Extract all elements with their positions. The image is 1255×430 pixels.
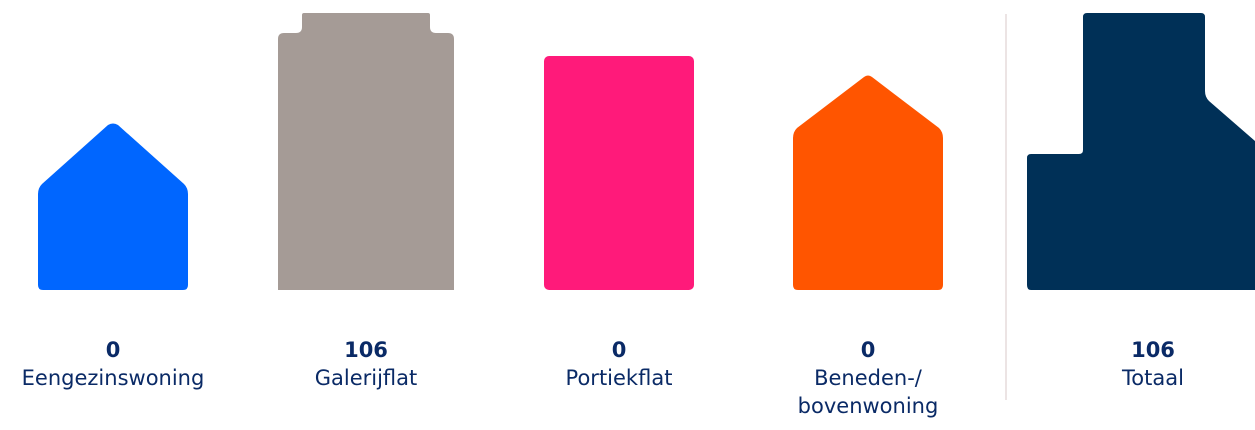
caption-portiekflat: 0 Portiekflat bbox=[514, 336, 724, 392]
section-divider bbox=[1005, 14, 1007, 400]
single-family-house-icon bbox=[38, 123, 188, 290]
count-galerijflat: 106 bbox=[344, 338, 388, 362]
count-portiekflat: 0 bbox=[611, 338, 627, 362]
total-buildings-icon bbox=[1027, 13, 1255, 290]
count-beneden-bovenwoning: 0 bbox=[860, 338, 876, 362]
count-totaal: 106 bbox=[1131, 338, 1175, 362]
label-galerijflat: Galerijflat bbox=[314, 366, 418, 390]
porch-flat-shape bbox=[544, 56, 694, 290]
label-totaal: Totaal bbox=[1122, 366, 1184, 390]
gallery-flat-icon bbox=[278, 13, 454, 290]
single-family-house-shape bbox=[38, 123, 188, 290]
caption-galerijflat: 106 Galerijflat bbox=[261, 336, 471, 392]
caption-beneden-bovenwoning: 0 Beneden-/ bovenwoning bbox=[763, 336, 973, 420]
caption-totaal: 106 Totaal bbox=[1048, 336, 1255, 392]
count-eengezinswoning: 0 bbox=[105, 338, 121, 362]
label-portiekflat: Portiekflat bbox=[565, 366, 673, 390]
caption-eengezinswoning: 0 Eengezinswoning bbox=[8, 336, 218, 392]
label-beneden-bovenwoning: Beneden-/ bovenwoning bbox=[797, 366, 939, 418]
porch-flat-icon bbox=[544, 56, 694, 290]
upper-lower-house-shape bbox=[793, 75, 943, 290]
total-buildings-shape bbox=[1027, 13, 1255, 290]
upper-lower-house-icon bbox=[793, 75, 943, 290]
label-eengezinswoning: Eengezinswoning bbox=[21, 366, 205, 390]
gallery-flat-shape bbox=[278, 13, 454, 290]
